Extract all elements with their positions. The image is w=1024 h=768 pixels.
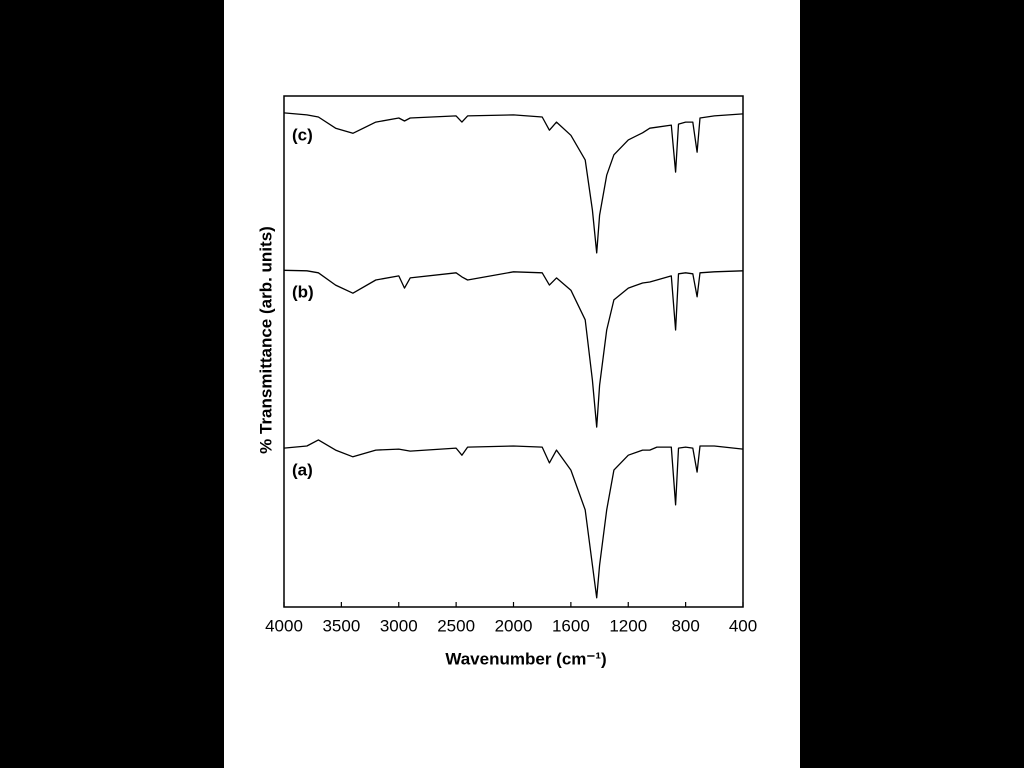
spectrum-line — [283, 269, 744, 428]
x-axis-label: Wavenumber (cm⁻¹) — [445, 649, 606, 668]
x-tick-label: 3500 — [322, 616, 360, 635]
y-axis-label: % Transmittance (arb. units) — [256, 226, 275, 454]
spectrum-line — [283, 112, 744, 254]
series-label: (c) — [292, 125, 313, 144]
x-tick-label: 1600 — [552, 616, 590, 635]
x-tick-label: 3000 — [380, 616, 418, 635]
series-label: (b) — [292, 283, 314, 302]
x-tick-label: 800 — [671, 616, 699, 635]
series-label: (a) — [292, 461, 313, 480]
x-tick-label: 400 — [729, 616, 757, 635]
x-tick-label: 2500 — [437, 616, 475, 635]
spectrum-line — [283, 439, 744, 599]
slide — [224, 0, 800, 768]
x-tick-label: 1200 — [609, 616, 647, 635]
x-tick-label: 4000 — [265, 616, 303, 635]
x-tick-label: 2000 — [495, 616, 533, 635]
